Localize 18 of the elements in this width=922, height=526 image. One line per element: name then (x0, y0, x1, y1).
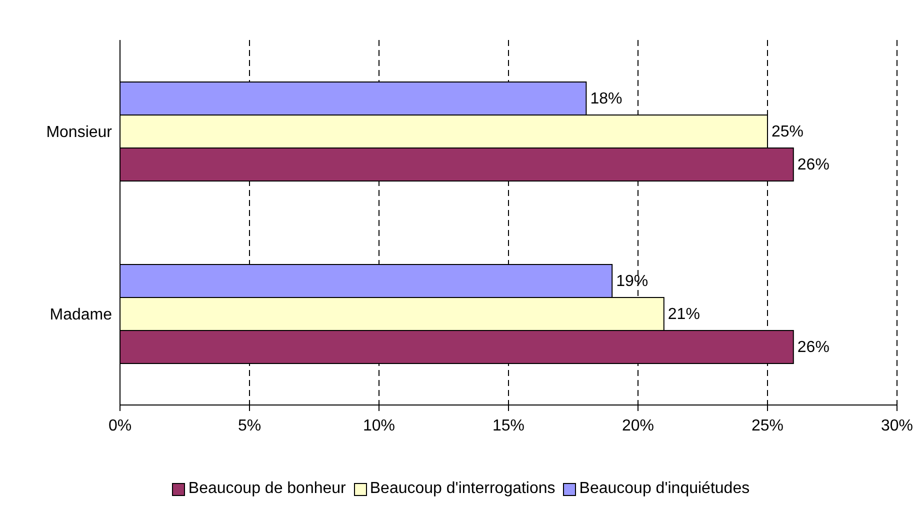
data-label: 26% (797, 156, 830, 174)
data-label: 26% (797, 338, 830, 356)
x-tick-label: 20% (622, 417, 654, 434)
legend-label: Beaucoup d'inquiétudes (579, 480, 750, 498)
x-tick-label: 10% (362, 417, 396, 434)
x-tick-label: 5% (238, 417, 262, 434)
x-tick-label: 25% (751, 417, 784, 434)
x-tick-label: 0% (108, 417, 132, 434)
x-tick-label: 15% (492, 417, 525, 434)
y-tick-label: Monsieur (46, 124, 113, 141)
legend-label: Beaucoup de bonheur (188, 480, 346, 498)
data-label: 19% (616, 272, 648, 290)
y-tick-label: Madame (50, 306, 112, 324)
data-label: 25% (772, 123, 804, 140)
legend-label: Beaucoup d'interrogations (370, 480, 556, 498)
x-tick-label: 30% (880, 417, 914, 434)
data-label: 21% (668, 306, 700, 323)
data-label: 18% (590, 90, 622, 108)
